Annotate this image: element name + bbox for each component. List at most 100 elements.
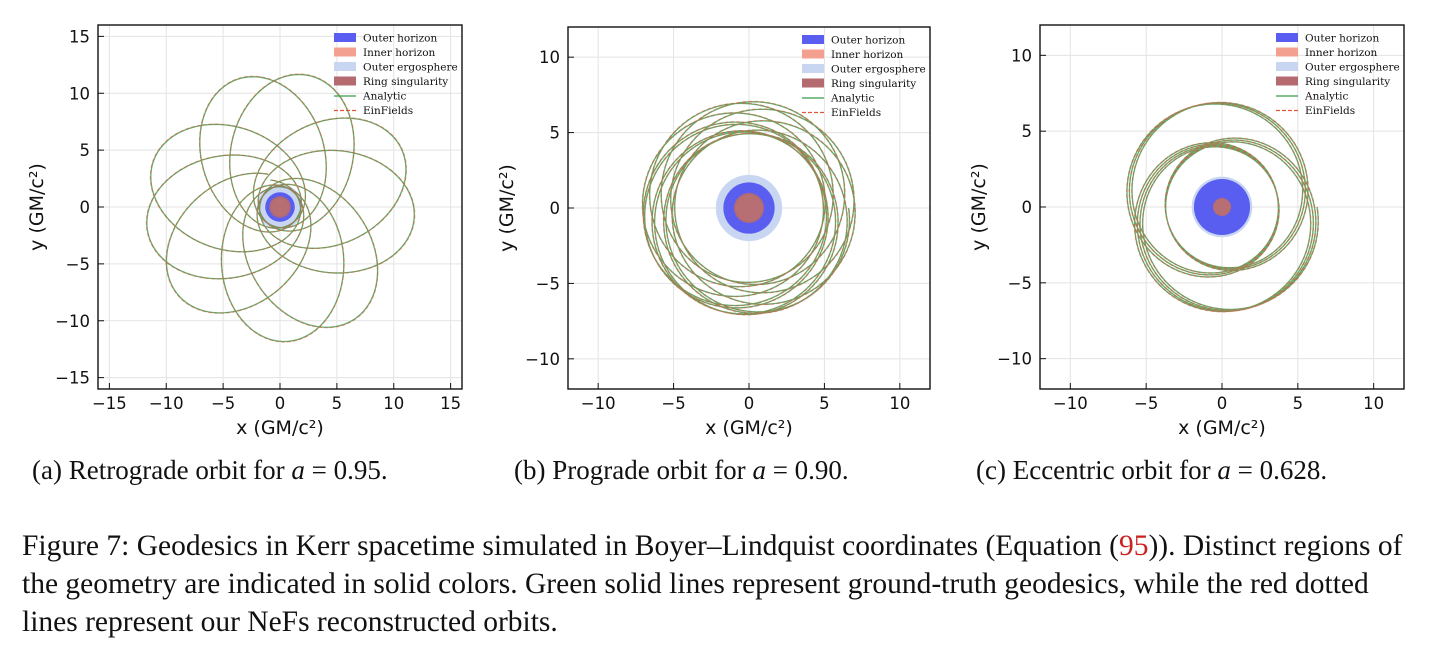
caption-text-after-ref: )). Distinct regions of the geometry are… bbox=[22, 530, 1403, 638]
einfields-orbit-line bbox=[1126, 101, 1320, 313]
subcaption-a-var: a bbox=[291, 455, 305, 485]
legend-swatch bbox=[802, 78, 824, 88]
x-tick-label: 0 bbox=[275, 394, 286, 413]
legend-swatch bbox=[802, 35, 824, 44]
subcaption-c-var: a bbox=[1217, 455, 1231, 485]
legend-swatch bbox=[334, 33, 356, 42]
subcaption-b-eq: = 0.90. bbox=[772, 455, 849, 485]
y-tick-label: −10 bbox=[525, 350, 560, 369]
x-tick-label: 10 bbox=[383, 394, 404, 413]
y-tick-label: 0 bbox=[550, 199, 561, 218]
subcaption-b-var: a bbox=[752, 455, 766, 485]
subcaption-a: (a) Retrograde orbit for a = 0.95. bbox=[32, 455, 388, 486]
x-axis-label: x (GM/c²) bbox=[236, 417, 324, 439]
x-axis-label: x (GM/c²) bbox=[705, 417, 793, 439]
legend-label: Outer ergosphere bbox=[363, 62, 458, 74]
legend: Outer horizon Inner horizon Outer ergosphe… bbox=[802, 35, 926, 119]
y-tick-label: 5 bbox=[1022, 122, 1033, 141]
grid-lines bbox=[568, 27, 930, 389]
x-tick-label: 0 bbox=[1217, 394, 1228, 413]
legend-swatch bbox=[1276, 62, 1298, 71]
legend: Outer horizon Inner horizon Outer ergosphe… bbox=[1276, 33, 1400, 117]
legend: Outer horizon Inner horizon Outer ergosphe… bbox=[334, 33, 458, 117]
subcaption-a-label: (a) Retrograde orbit for bbox=[32, 455, 285, 485]
subcaption-a-eq: = 0.95. bbox=[311, 455, 388, 485]
legend-label: Analytic bbox=[362, 91, 406, 103]
y-tick-label: 15 bbox=[69, 27, 90, 46]
x-tick-label: 5 bbox=[332, 394, 343, 413]
y-tick-label: 10 bbox=[539, 48, 560, 67]
y-tick-label: 0 bbox=[1022, 198, 1033, 217]
legend-swatch bbox=[334, 47, 356, 57]
y-tick-label: −5 bbox=[1008, 274, 1032, 293]
legend-label: EinFields bbox=[1305, 105, 1355, 117]
legend-label: Outer ergosphere bbox=[1305, 62, 1400, 74]
legend-label: Outer ergosphere bbox=[831, 64, 926, 76]
x-tick-label: −10 bbox=[1053, 394, 1088, 413]
y-tick-label: 5 bbox=[80, 141, 91, 160]
legend-swatch bbox=[802, 49, 824, 59]
y-tick-label: −10 bbox=[997, 350, 1032, 369]
y-tick-label: −15 bbox=[55, 369, 90, 388]
subplot-a: −15 −10 −5 0 5 10 15 −15 −10 −5 0 5 10 15 x (GM/c²) y (… bbox=[0, 0, 480, 450]
subcaption-c-eq: = 0.628. bbox=[1237, 455, 1328, 485]
x-tick-label: 15 bbox=[440, 394, 461, 413]
x-tick-label: 10 bbox=[889, 394, 910, 413]
x-tick-label: −5 bbox=[661, 394, 685, 413]
legend-label: EinFields bbox=[831, 107, 881, 119]
legend-label: Inner horizon bbox=[1305, 47, 1378, 59]
ring-singularity-region bbox=[733, 192, 765, 224]
legend-swatch bbox=[802, 64, 824, 73]
legend-label: Inner horizon bbox=[363, 47, 436, 59]
y-tick-label: 10 bbox=[69, 84, 90, 103]
legend-swatch bbox=[1276, 33, 1298, 42]
y-tick-label: −10 bbox=[55, 312, 90, 331]
chart-svg-a: −15 −10 −5 0 5 10 15 −15 −10 −5 0 5 10 15 x (GM/c²) y (… bbox=[26, 24, 463, 439]
legend-label: Outer horizon bbox=[363, 33, 437, 45]
legend-label: Analytic bbox=[1304, 91, 1348, 103]
legend-label: EinFields bbox=[363, 105, 413, 117]
x-tick-label: 5 bbox=[1293, 394, 1304, 413]
x-tick-label: −5 bbox=[211, 394, 235, 413]
y-axis-label: y (GM/c²) bbox=[968, 163, 990, 251]
y-axis-label: y (GM/c²) bbox=[496, 164, 518, 252]
y-tick-label: −5 bbox=[536, 274, 560, 293]
legend-swatch bbox=[334, 76, 356, 86]
legend-label: Outer horizon bbox=[1305, 33, 1379, 45]
figure-row: −15 −10 −5 0 5 10 15 −15 −10 −5 0 5 10 15 x (GM/c²) y (… bbox=[0, 0, 1435, 486]
y-tick-label: 10 bbox=[1011, 46, 1032, 65]
x-tick-label: −5 bbox=[1134, 394, 1158, 413]
subplot-c: −10 −5 0 5 10 −10 −5 0 5 10 x (GM/c²) y (GM/c²) Oute… bbox=[950, 0, 1435, 450]
x-tick-label: −10 bbox=[581, 394, 616, 413]
legend-swatch bbox=[1276, 47, 1298, 57]
equation-reference-link[interactable]: 95 bbox=[1118, 530, 1149, 562]
x-tick-label: 5 bbox=[819, 394, 830, 413]
subcaption-c: (c) Eccentric orbit for a = 0.628. bbox=[976, 455, 1327, 486]
x-tick-label: −15 bbox=[92, 394, 127, 413]
y-tick-label: 5 bbox=[550, 124, 561, 143]
x-tick-label: 0 bbox=[744, 394, 755, 413]
x-axis-label: x (GM/c²) bbox=[1178, 417, 1266, 439]
legend-swatch bbox=[1276, 76, 1298, 86]
legend-label: Ring singularity bbox=[363, 76, 448, 88]
subcaption-c-label: (c) Eccentric orbit for bbox=[976, 455, 1211, 485]
legend-label: Ring singularity bbox=[831, 78, 916, 90]
legend-label: Outer horizon bbox=[831, 35, 905, 47]
subcaption-b: (b) Prograde orbit for a = 0.90. bbox=[514, 455, 849, 486]
subplot-b: −10 −5 0 5 10 −10 −5 0 5 10 x (GM/c²) y (GM/c²) Oute… bbox=[480, 0, 950, 450]
legend-label: Analytic bbox=[830, 93, 874, 105]
subcaption-b-label: (b) Prograde orbit for bbox=[514, 455, 746, 485]
caption-label: Figure 7: bbox=[22, 530, 130, 562]
einfields-orbit-line bbox=[145, 73, 416, 343]
ring-singularity-region bbox=[269, 196, 291, 218]
chart-svg-c: −10 −5 0 5 10 −10 −5 0 5 10 x (GM/c²) y (GM/c²) Oute… bbox=[968, 24, 1405, 439]
x-tick-label: −10 bbox=[149, 394, 184, 413]
figure-caption: Figure 7: Geodesics in Kerr spacetime si… bbox=[22, 527, 1422, 641]
einfields-orbit-line bbox=[641, 100, 856, 316]
y-tick-label: −5 bbox=[66, 255, 90, 274]
chart-svg-b: −10 −5 0 5 10 −10 −5 0 5 10 x (GM/c²) y (GM/c²) Oute… bbox=[496, 26, 931, 439]
y-axis-label: y (GM/c²) bbox=[26, 163, 48, 251]
legend-label: Ring singularity bbox=[1305, 76, 1390, 88]
grid-lines bbox=[1040, 25, 1404, 389]
legend-swatch bbox=[334, 62, 356, 71]
